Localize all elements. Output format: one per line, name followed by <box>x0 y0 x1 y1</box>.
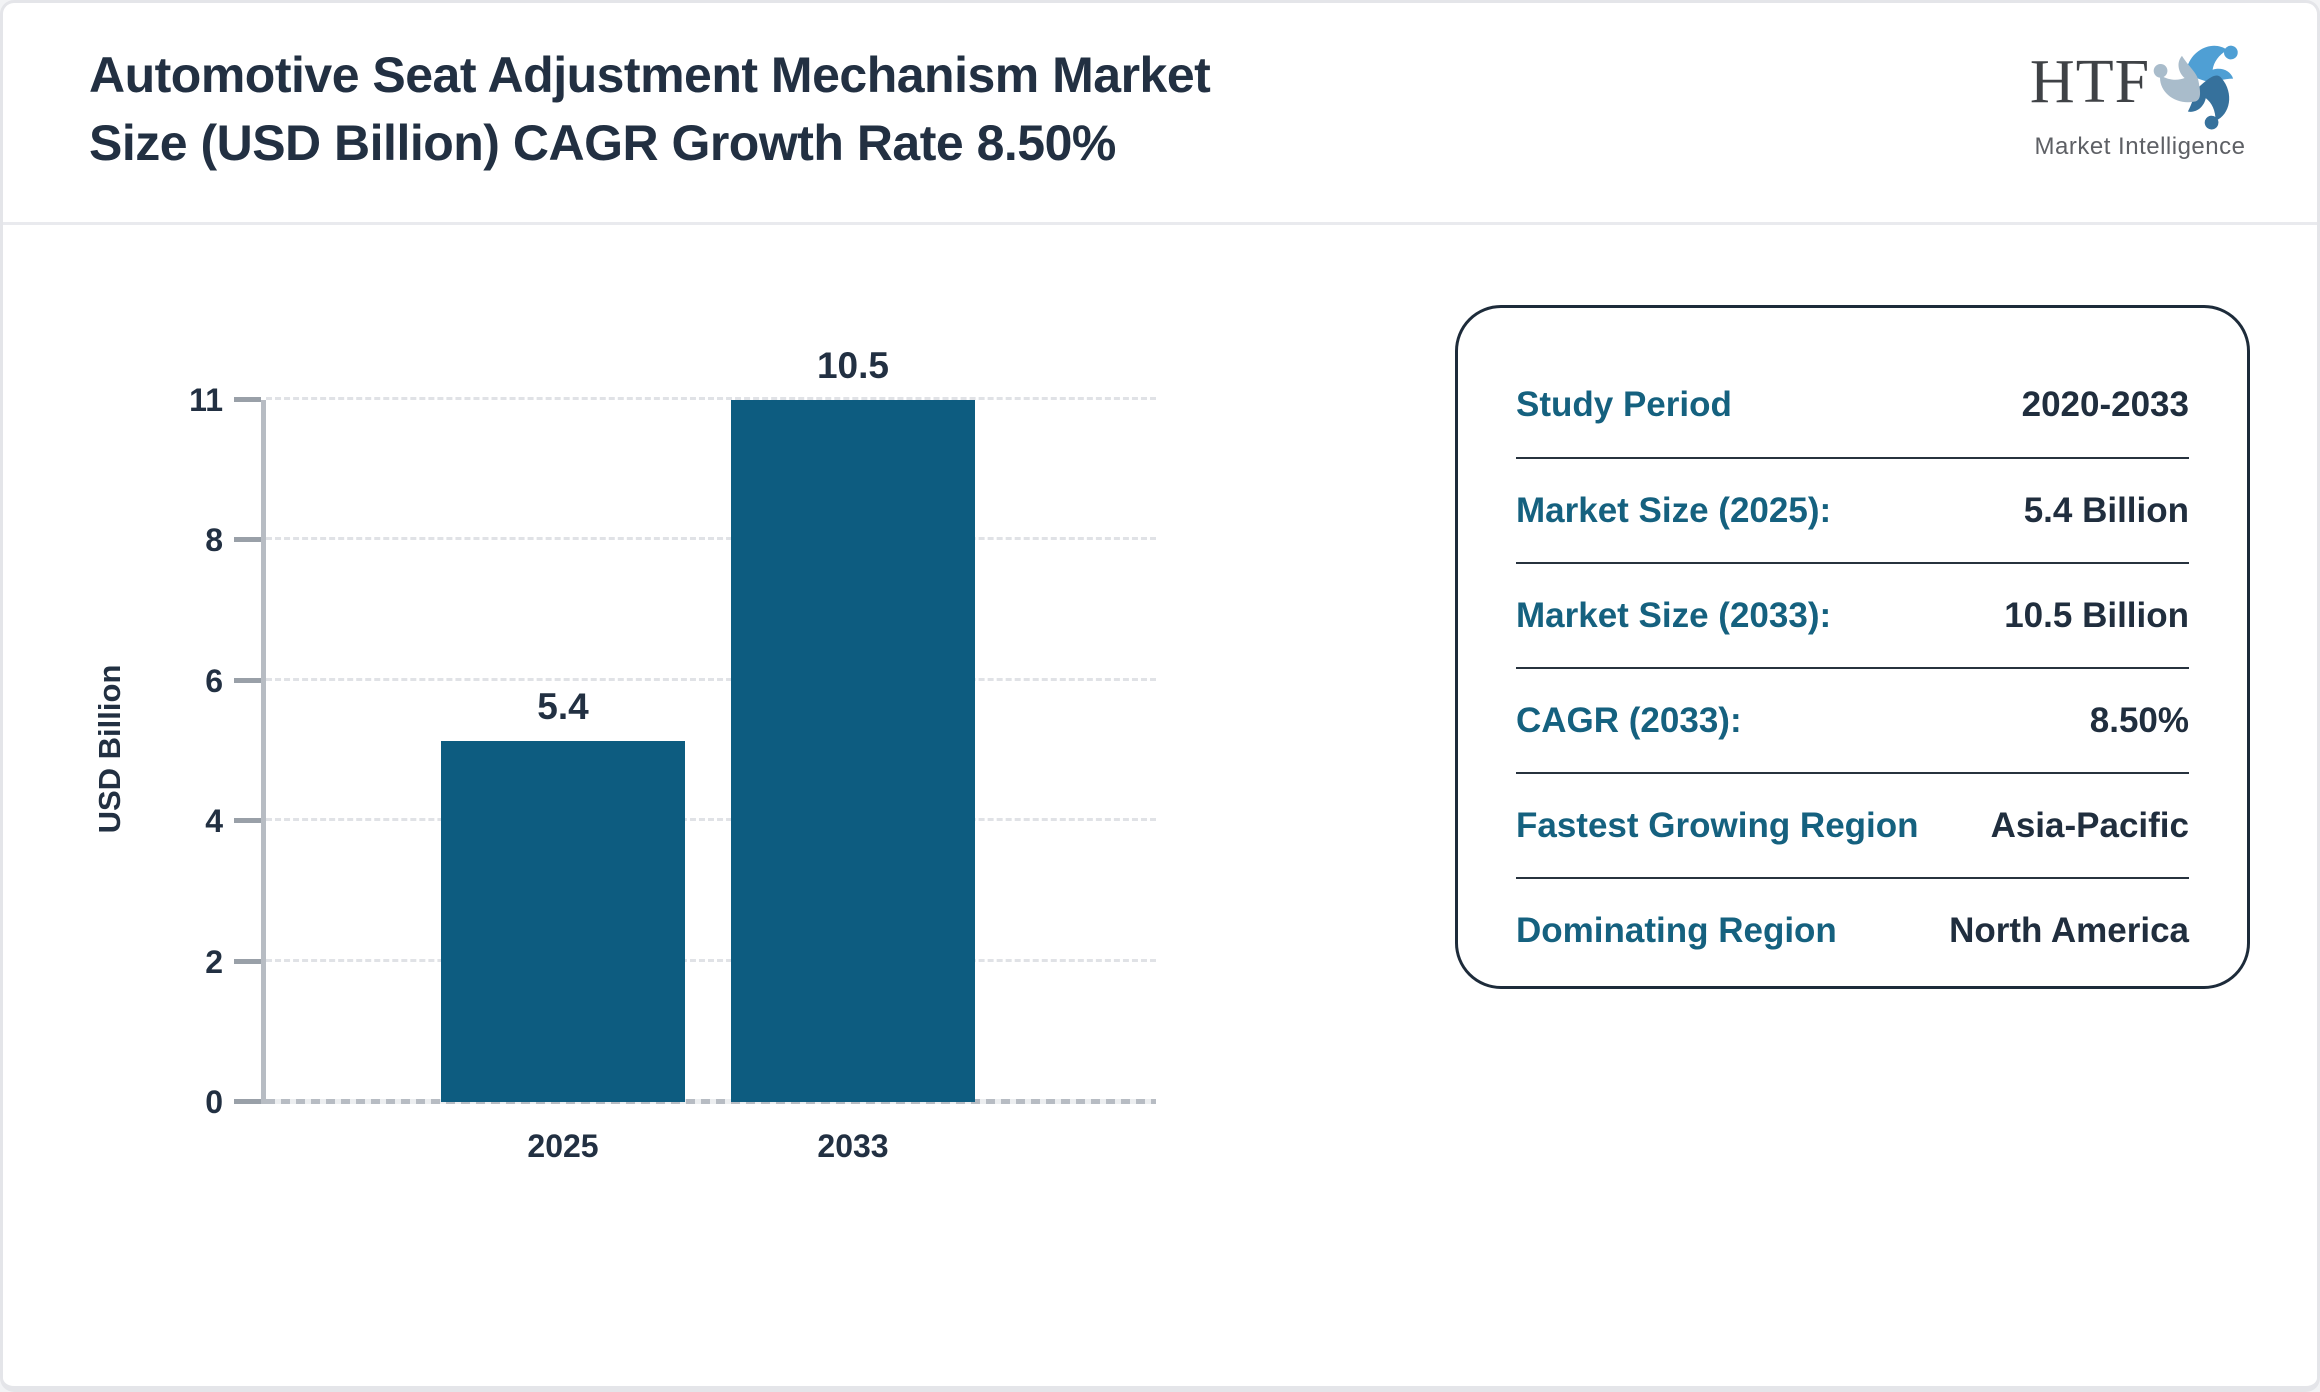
summary-label: CAGR (2033): <box>1516 700 1742 740</box>
summary-value: 8.50% <box>2089 700 2189 740</box>
summary-value: North America <box>1949 910 2189 950</box>
y-tick-label: 4 <box>205 803 223 840</box>
summary-row-study-period: Study Period 2020-2033 <box>1516 352 2189 457</box>
bar-value-2033: 10.5 <box>816 345 889 386</box>
gridline-8 <box>266 537 1156 541</box>
htf-logo-text: HTF <box>2029 48 2151 116</box>
bar-value-2025: 5.4 <box>537 685 589 727</box>
summary-value: 10.5 Billion <box>2004 595 2189 635</box>
y-axis-title: USD Billion <box>92 664 127 834</box>
x-tick-label-2033: 2033 <box>817 1128 889 1164</box>
summary-row-dominating-region: Dominating Region North America <box>1516 877 2189 982</box>
htf-swirl-icon <box>2153 45 2238 130</box>
bar-chart: 0 2 4 6 8 11 USD Billion 5.4 10.5 2025 2… <box>92 347 1156 1164</box>
y-tick-0 <box>234 1099 261 1104</box>
bar-2033 <box>731 400 975 1102</box>
summary-label: Study Period <box>1516 384 1732 424</box>
gridline-2 <box>266 958 1156 962</box>
y-tick-6 <box>234 677 261 683</box>
summary-row-cagr: CAGR (2033): 8.50% <box>1516 667 2189 772</box>
summary-row-fastest-growing-region: Fastest Growing Region Asia-Pacific <box>1516 772 2189 877</box>
summary-row-market-size-2033: Market Size (2033): 10.5 Billion <box>1516 562 2189 667</box>
gridline-top <box>266 397 1156 400</box>
y-tick-8 <box>234 537 261 543</box>
summary-row-market-size-2025: Market Size (2025): 5.4 Billion <box>1516 457 2189 562</box>
page-title-line-1: Automotive Seat Adjustment Mechanism Mar… <box>89 47 1211 103</box>
summary-label: Dominating Region <box>1516 910 1837 950</box>
summary-value: 2020-2033 <box>2021 384 2189 424</box>
summary-label: Market Size (2025): <box>1516 490 1832 530</box>
header-divider <box>3 222 2317 225</box>
summary-value: 5.4 Billion <box>2023 490 2189 530</box>
y-tick-label: 11 <box>189 382 223 418</box>
bar-2025 <box>441 740 685 1102</box>
gridline-6 <box>266 677 1156 681</box>
summary-label: Fastest Growing Region <box>1516 805 1919 845</box>
y-tick-4 <box>234 818 261 824</box>
gridline-4 <box>266 818 1156 822</box>
summary-label: Market Size (2033): <box>1516 595 1832 635</box>
x-tick-label-2025: 2025 <box>527 1128 599 1164</box>
y-tick-2 <box>234 958 261 964</box>
htf-logo: HTF Market Inte <box>2025 33 2255 161</box>
summary-panel: Study Period 2020-2033 Market Size (2025… <box>1455 305 2250 989</box>
page-title-line-2: Size (USD Billion) CAGR Growth Rate 8.50… <box>89 115 1116 171</box>
x-axis-line <box>266 1099 1156 1104</box>
y-axis-line <box>261 400 266 1104</box>
y-tick-11 <box>234 397 261 402</box>
summary-value: Asia-Pacific <box>1990 805 2189 845</box>
y-tick-label: 6 <box>205 662 223 699</box>
y-tick-label: 2 <box>205 943 223 980</box>
y-tick-label: 8 <box>205 522 223 559</box>
htf-logo-tagline: Market Intelligence <box>2034 133 2246 160</box>
y-tick-label: 0 <box>205 1084 223 1120</box>
page-title: Automotive Seat Adjustment Mechanism Mar… <box>89 41 1211 177</box>
